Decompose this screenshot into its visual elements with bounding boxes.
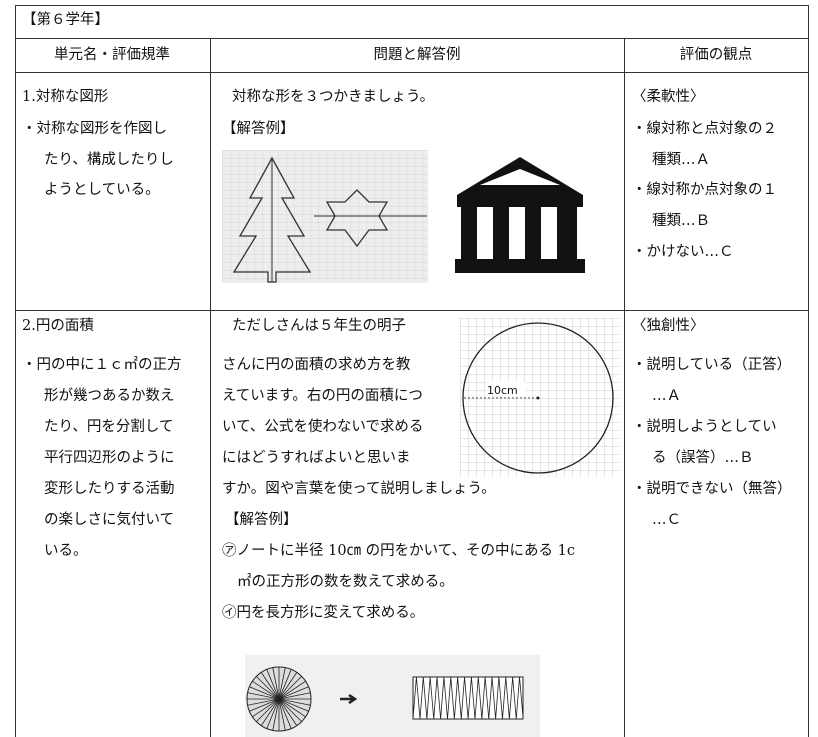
cell-text: の楽しさに気付いて — [44, 512, 175, 528]
cell-text: 2.円の面積 — [22, 318, 94, 334]
title: 【第６学年】 — [22, 12, 109, 28]
circle-grid-figure — [460, 318, 620, 478]
circle-to-rectangle-figure — [245, 655, 540, 737]
cell-text: ・かけない…Ｃ — [632, 244, 734, 260]
border — [15, 5, 16, 737]
cell-text: さんに円の面積の求め方を教 — [222, 357, 411, 373]
cell-text: 対称な形を３つかきましょう。 — [232, 89, 435, 105]
column-header: 評価の観点 — [679, 47, 753, 63]
cell-text: ㋐ノートに半径 10㎝ の円をかいて、その中にある 1c — [222, 543, 575, 559]
cell-text: ・線対称か点対象の１ — [632, 182, 777, 198]
cell-text: ・説明している（正答） — [632, 357, 792, 373]
cell-text: 〈独創性〉 — [632, 318, 705, 334]
cell-text: 【解答例】 — [222, 121, 295, 137]
cell-text: ・円の中に１ｃ㎡の正方 — [22, 357, 182, 373]
column-header: 問題と解答例 — [373, 47, 461, 63]
cell-text: えています。右の円の面積につ — [222, 388, 423, 404]
border — [808, 5, 809, 737]
cell-text: 【解答例】 — [225, 512, 298, 528]
cell-text: …Ａ — [652, 388, 681, 404]
cell-text: たり、構成したりし — [44, 152, 174, 168]
cell-text: ただしさんは５年生の明子 — [232, 318, 406, 334]
cell-text: …Ｃ — [652, 512, 681, 528]
column-header: 単元名・評価規準 — [54, 47, 170, 63]
cell-text: にはどうすればよいと思いま — [222, 450, 411, 466]
cell-text: 形が幾つあるか数え — [44, 388, 175, 404]
border — [624, 38, 625, 737]
symmetric-shapes-figure — [222, 150, 428, 283]
cell-text: 〈柔軟性〉 — [632, 89, 705, 105]
cell-text: すか。図や言葉を使って説明しましょう。 — [222, 481, 496, 497]
cell-text: たり、円を分割して — [44, 419, 174, 435]
cell-text: ・線対称と点対象の２ — [632, 121, 777, 137]
cell-text: 種類…Ａ — [652, 152, 710, 168]
border — [15, 72, 808, 73]
cell-text: る（誤答）…Ｂ — [652, 450, 754, 466]
cell-text: 1.対称な図形 — [22, 89, 109, 105]
cell-text: ようとしている。 — [44, 182, 160, 198]
cell-text: いる。 — [44, 543, 88, 559]
cell-text: ・対称な図形を作図し — [22, 121, 167, 137]
figure-label: 10cm — [487, 384, 518, 397]
cell-text: ・説明できない（無答） — [632, 481, 792, 497]
border — [15, 38, 808, 39]
cell-text: いて、公式を使わないで求める — [222, 419, 424, 435]
border — [210, 38, 211, 737]
cell-text: 変形したりする活動 — [44, 481, 175, 497]
cell-text: ・説明しようとしてい — [632, 419, 777, 435]
border — [15, 5, 808, 6]
cell-text: ㎡の正方形の数を数えて求める。 — [237, 574, 454, 590]
border — [15, 310, 808, 311]
building-figure — [455, 157, 585, 273]
cell-text: ㋑円を長方形に変えて求める。 — [222, 605, 425, 621]
cell-text: 種類…Ｂ — [652, 213, 710, 229]
cell-text: 平行四辺形のように — [44, 450, 175, 466]
